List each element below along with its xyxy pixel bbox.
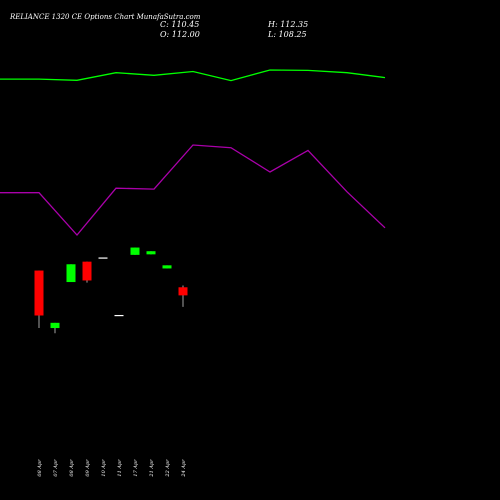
x-tick-label: 21 Apr: [149, 459, 155, 478]
chart-title: RELIANCE 1320 CE Options Chart MunafaSut…: [9, 13, 201, 21]
indicator-lines: [0, 69, 386, 236]
candle-body: [178, 287, 188, 296]
indicator-line-2: [0, 144, 386, 236]
candle-body: [34, 270, 44, 316]
candles: [34, 247, 188, 334]
x-tick-label: 07 Apr: [53, 459, 59, 477]
candle-body: [98, 257, 108, 259]
candle-body: [130, 247, 140, 255]
high-value: H: 112.35: [267, 20, 308, 29]
candle: [66, 264, 76, 283]
x-tick-label: 17 Apr: [133, 459, 139, 477]
x-tick-label: 24 Apr: [181, 459, 187, 478]
candle: [146, 251, 156, 255]
x-axis-ticks: 08 Apr 07 Apr 08 Apr 09 Apr 10 Apr 11 Apr 17 A…: [37, 459, 187, 478]
candle-body: [66, 264, 76, 283]
candle-body: [162, 265, 172, 269]
candle-body: [146, 251, 156, 255]
candle: [50, 322, 60, 334]
candle: [98, 257, 108, 259]
open-value: O: 112.00: [160, 30, 200, 39]
candle: [130, 247, 140, 255]
candle: [162, 265, 172, 269]
candle-body: [82, 261, 92, 281]
x-tick-label: 11 Apr: [117, 459, 123, 477]
indicator-line-1: [0, 69, 386, 82]
low-value: L: 108.25: [267, 30, 307, 39]
x-tick-label: 10 Apr: [101, 459, 107, 477]
close-value: C: 110.45: [160, 20, 199, 29]
candle: [114, 314, 124, 317]
x-tick-label: 08 Apr: [69, 459, 75, 477]
candle: [82, 261, 92, 283]
candle-body: [50, 322, 60, 329]
candle: [34, 270, 44, 329]
x-tick-label: 22 Apr: [165, 459, 171, 478]
candle-body: [114, 314, 124, 317]
candle: [178, 285, 188, 307]
x-tick-label: 08 Apr: [37, 459, 43, 477]
x-tick-label: 09 Apr: [85, 459, 91, 477]
